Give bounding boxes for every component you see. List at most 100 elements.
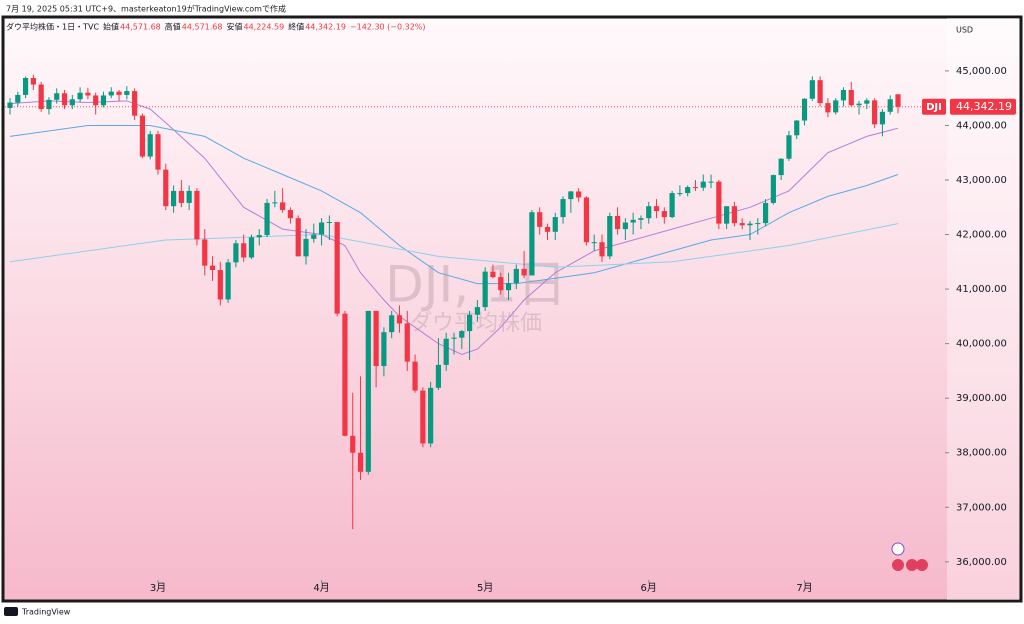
candle-body — [147, 134, 153, 157]
candle-body — [490, 271, 496, 278]
candle-body — [833, 100, 839, 113]
candle-body — [887, 99, 893, 112]
legend-change: −142.30 (−0.32%) — [350, 23, 426, 32]
candle-body — [389, 315, 395, 333]
candle-body — [669, 193, 675, 218]
symbol-badge — [922, 98, 946, 115]
candle-body — [326, 222, 332, 223]
candle-body — [225, 262, 231, 300]
legend-high: 44,571.68 — [182, 23, 223, 32]
y-tick-label: 42,000.00 — [956, 230, 1007, 241]
candle-body — [248, 237, 255, 258]
candle-body — [435, 364, 442, 388]
candle-body — [15, 94, 21, 103]
candle-body — [848, 90, 854, 106]
candle-body — [241, 243, 247, 258]
candle-body — [677, 193, 683, 195]
candle-body — [373, 310, 379, 366]
legend-open-label: 始値 — [103, 22, 119, 32]
candle-body — [186, 190, 192, 203]
candle-body — [755, 223, 761, 225]
legend-low: 44,224.59 — [243, 23, 284, 32]
candle-body — [614, 216, 621, 230]
candle-body — [334, 222, 340, 314]
event-icon — [892, 559, 904, 571]
candle-body — [108, 91, 114, 96]
plot: 36,000.00 37,000.00 38,000.00 39,000.00 40,0… — [5, 66, 1016, 594]
candle-body — [778, 158, 784, 176]
status-line: 7月 19, 2025 05:31 UTC+9、masterkeaton19がT… — [6, 4, 286, 14]
candle-body — [638, 218, 644, 220]
candle-body — [716, 181, 722, 224]
candle-body — [646, 206, 652, 219]
candle-body — [311, 234, 317, 239]
candle-body — [139, 115, 146, 157]
candle-body — [692, 187, 699, 189]
candle-body — [170, 190, 177, 207]
candle-body — [100, 95, 107, 106]
price-axis — [947, 18, 1019, 600]
brand: TradingView — [21, 608, 71, 617]
candle-body — [54, 93, 60, 100]
x-tick-label: 7月 — [796, 582, 812, 594]
candle-body — [178, 190, 184, 203]
candle-body — [404, 323, 410, 362]
candle-body — [381, 332, 387, 366]
candle-body — [46, 99, 52, 110]
candle-body — [794, 120, 800, 136]
currency: USD — [956, 26, 973, 35]
candle-body — [825, 103, 831, 113]
candle-body — [809, 80, 815, 99]
y-tick-label: 45,000.00 — [956, 66, 1007, 77]
symbol-label: DJI — [926, 102, 942, 113]
x-tick-label: 5月 — [477, 582, 493, 594]
candle-body — [217, 270, 223, 300]
candle-body — [295, 218, 301, 257]
legend-close: 44,342.19 — [305, 23, 346, 32]
candle-body — [163, 169, 169, 207]
candle-body — [474, 307, 480, 315]
candle-body — [61, 93, 68, 106]
legend-open: 44,571.68 — [120, 23, 161, 32]
candle-body — [303, 238, 309, 257]
moving-average — [9, 223, 899, 268]
event-icon — [916, 559, 928, 571]
candle-body — [256, 235, 262, 238]
y-tick-label: 37,000.00 — [956, 502, 1007, 513]
candle-body — [280, 202, 286, 210]
watermark-subtitle: ダウ平均株価 — [410, 311, 542, 336]
candle-body — [124, 91, 130, 95]
candle-body — [318, 222, 325, 235]
candle-body — [22, 78, 29, 95]
legend-high-label: 高値 — [165, 22, 181, 32]
y-tick-label: 44,000.00 — [956, 120, 1007, 131]
candle-body — [576, 191, 582, 198]
candle-body — [879, 111, 886, 125]
candle-body — [762, 202, 769, 224]
candle-body — [459, 331, 465, 338]
candle-body — [365, 310, 371, 472]
candle-body — [287, 210, 294, 219]
candle-body — [264, 202, 270, 236]
candle-body — [731, 206, 738, 224]
candle-body — [482, 271, 488, 308]
y-tick-label: 43,000.00 — [956, 175, 1007, 186]
candle-body — [770, 175, 776, 203]
candle-body — [194, 190, 200, 240]
y-tick-label: 41,000.00 — [956, 284, 1007, 295]
candle-body — [872, 100, 878, 125]
candle-body — [443, 338, 449, 365]
candle-body — [583, 197, 590, 243]
event-icon — [906, 559, 918, 571]
candle-body — [7, 102, 13, 108]
candle-body — [412, 361, 418, 391]
moving-average — [9, 125, 899, 285]
candle-body — [708, 181, 714, 183]
candle-body — [653, 206, 660, 212]
candle-body — [342, 313, 348, 436]
candle-body — [700, 181, 706, 188]
y-tick-label: 38,000.00 — [956, 448, 1007, 459]
candle-body — [622, 222, 628, 230]
